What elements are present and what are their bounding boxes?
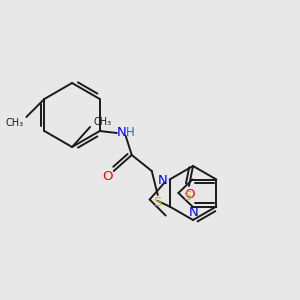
- Text: S: S: [154, 196, 162, 208]
- Text: CH₃: CH₃: [93, 117, 111, 127]
- Text: S: S: [183, 190, 192, 202]
- Text: H: H: [125, 125, 134, 139]
- Text: CH₃: CH₃: [5, 118, 23, 128]
- Text: O: O: [103, 169, 113, 182]
- Text: N: N: [158, 174, 167, 187]
- Text: N: N: [117, 127, 127, 140]
- Text: O: O: [184, 188, 194, 202]
- Text: N: N: [189, 206, 199, 220]
